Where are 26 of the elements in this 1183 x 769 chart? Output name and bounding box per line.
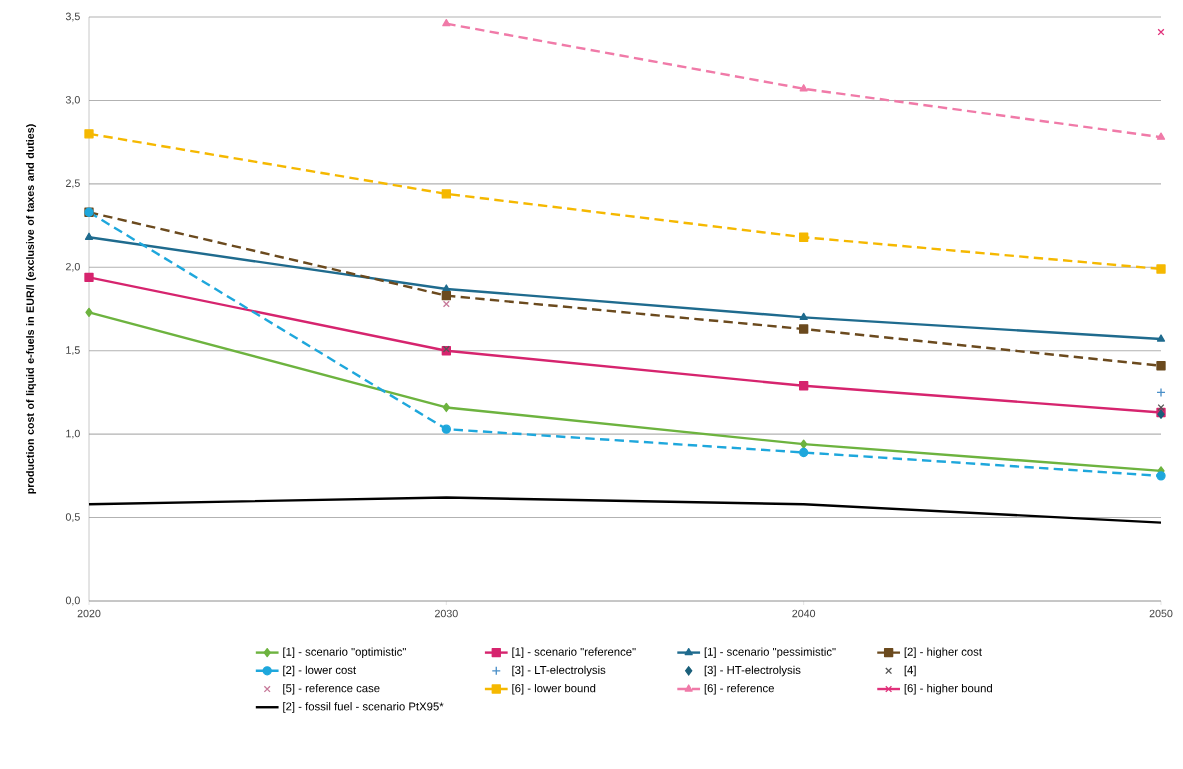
legend-label: [6] - reference [704,683,774,695]
x-tick-label: 2040 [792,609,816,618]
legend-label: [6] - higher bound [904,683,992,695]
y-tick-label: 2,0 [66,262,80,272]
y-tick-label: 0,0 [65,596,80,606]
legend-label: [3] - HT-electrolysis [704,665,801,677]
legend-label: [1] - scenario "reference" [512,647,636,659]
y-tick-label: 3,0 [65,96,80,105]
legend-label: [5] - reference case [283,683,380,695]
x-tick-label: 2030 [435,609,458,618]
legend-label: [2] - fossil fuel - scenario PtX95* [283,702,444,713]
legend-label: [4] [904,665,916,677]
y-axis-title: production cost of liquid e-fuels in EUR/l (exclusive of taxes and duties) [26,124,37,494]
y-tick-label: 1,0 [66,429,80,439]
legend-label: [1] - scenario "pessimistic" [704,647,836,659]
y-tick-label: 2,5 [66,179,80,189]
y-tick-label: 3,5 [65,12,80,22]
legend-label: [1] - scenario "optimistic" [283,647,406,659]
y-tick-label: 1,5 [66,346,80,356]
legend-label: [2] - lower cost [283,665,357,677]
legend-label: [2] - higher cost [904,647,982,659]
legend-label: [6] - lower bound [512,683,596,695]
x-tick-label: 2020 [77,609,101,618]
y-tick-label: 0,5 [65,513,80,522]
legend-label: [3] - LT-electrolysis [512,665,606,677]
x-tick-label: 2050 [1149,609,1173,618]
